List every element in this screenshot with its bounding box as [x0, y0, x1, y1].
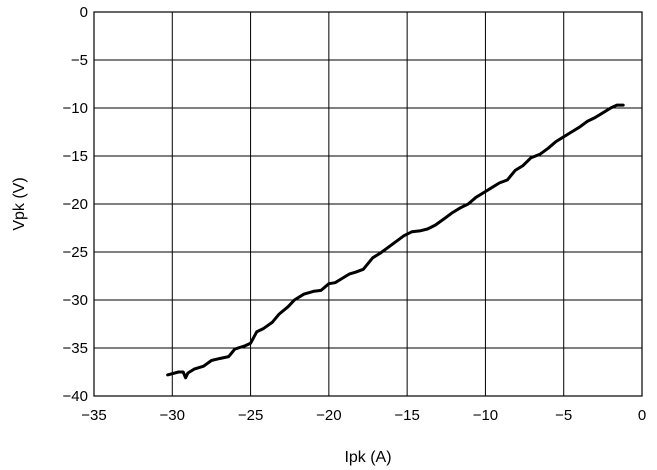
x-tick-labels: −35 −30 −25 −20 −15 −10 −5 0: [81, 407, 646, 424]
x-tick-label: −5: [555, 407, 572, 424]
x-tick-label: −15: [394, 407, 419, 424]
y-tick-label: −40: [63, 388, 88, 405]
y-tick-label: 0: [80, 4, 88, 21]
x-axis-title: Ipk (A): [344, 449, 391, 466]
y-tick-label: −25: [63, 244, 88, 261]
grid-lines: [93, 11, 643, 397]
x-tick-label: −10: [473, 407, 498, 424]
x-tick-label: 0: [638, 407, 646, 424]
y-tick-label: −15: [63, 148, 88, 165]
y-tick-labels: 0 −5 −10 −15 −20 −25 −30 −35 −40: [63, 4, 88, 405]
y-axis-title: Vpk (V): [11, 177, 28, 230]
x-tick-label: −20: [316, 407, 341, 424]
plot-frame: [93, 11, 643, 397]
y-tick-label: −10: [63, 100, 88, 117]
x-tick-label: −35: [81, 407, 106, 424]
y-tick-label: −20: [63, 196, 88, 213]
y-tick-label: −35: [63, 340, 88, 357]
x-tick-label: −30: [160, 407, 185, 424]
y-tick-label: −30: [63, 292, 88, 309]
series-line: [166, 103, 625, 380]
x-tick-label: −25: [238, 407, 263, 424]
y-tick-label: −5: [71, 52, 88, 69]
